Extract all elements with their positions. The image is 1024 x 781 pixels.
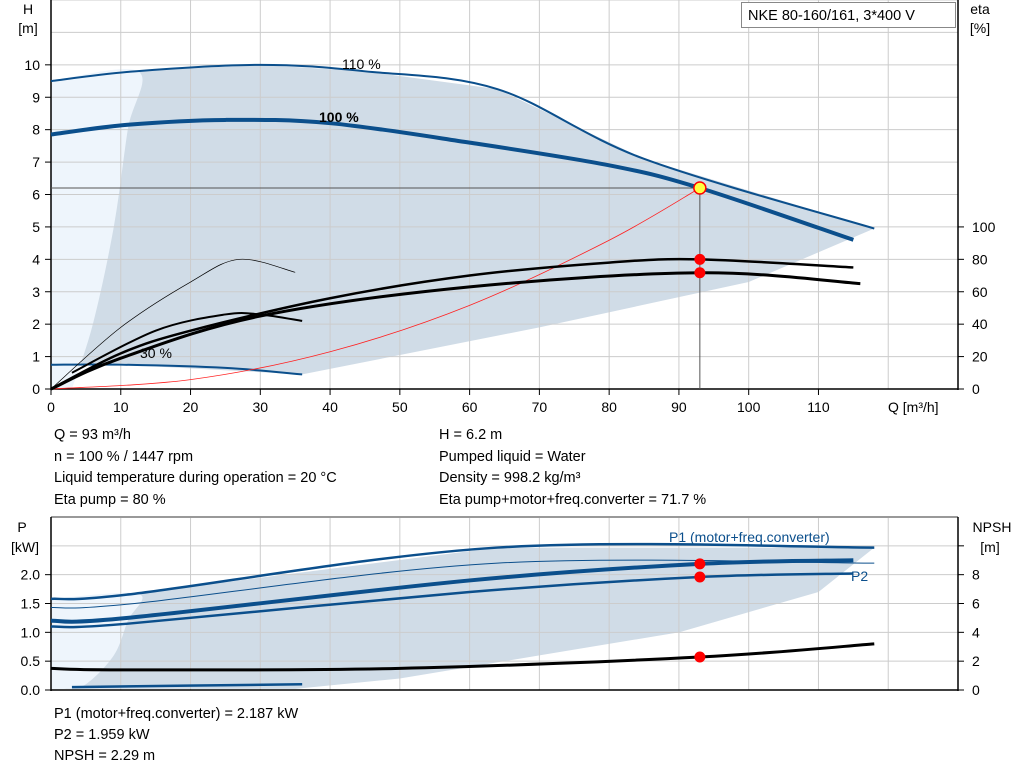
series-label-30: 30 % — [140, 345, 172, 361]
y-tick-label: 0 — [32, 381, 40, 397]
x-tick-label: 40 — [322, 399, 338, 415]
power-series-line-0 — [50, 542, 875, 601]
y-tick-label: 1.0 — [21, 624, 41, 640]
y2-tick-label: 4 — [972, 624, 980, 640]
y2-axis-unit: [m] — [980, 539, 999, 555]
y2-tick-label: 0 — [972, 682, 980, 698]
info-eta-pump: Eta pump = 80 % — [54, 491, 166, 508]
y2-tick-label: 100 — [972, 219, 996, 235]
x-tick-label: 30 — [253, 399, 269, 415]
info-eta-total: Eta pump+motor+freq.converter = 71.7 % — [439, 491, 707, 508]
info-speed: n = 100 % / 1447 rpm — [54, 448, 194, 465]
y-tick-label: 4 — [32, 251, 40, 267]
y2-axis-unit: [%] — [970, 20, 990, 36]
series-line-6 — [50, 258, 296, 390]
y-axis-label: P — [17, 519, 26, 535]
x-tick-label: 100 — [737, 399, 761, 415]
y-tick-label: 2 — [32, 316, 40, 332]
x-tick-label: 60 — [462, 399, 478, 415]
x-tick-label: 70 — [532, 399, 548, 415]
y-axis-unit: [m] — [18, 20, 37, 36]
low-flow-area — [51, 69, 143, 389]
info-p1: P1 (motor+freq.converter) = 2.187 kW — [54, 706, 299, 722]
y-tick-label: 7 — [32, 154, 40, 170]
series-line-7 — [71, 311, 303, 374]
point-eta-total — [694, 267, 706, 279]
y2-axis-label: NPSH — [973, 519, 1012, 535]
power-series-line-5 — [71, 682, 303, 689]
x-tick-label: 50 — [392, 399, 408, 415]
operating-point — [693, 181, 707, 195]
info-p2: P2 = 1.959 kW — [54, 727, 150, 743]
power-series-line-2 — [50, 558, 854, 624]
y2-axis-label: eta — [970, 1, 990, 17]
y2-tick-label: 80 — [972, 251, 988, 267]
x-tick-label: 20 — [183, 399, 199, 415]
x-axis-label: Q [m³/h] — [888, 399, 939, 415]
series-label-p2: P2 — [851, 568, 868, 584]
point-p2 — [694, 571, 706, 583]
y-tick-label: 8 — [32, 122, 40, 138]
power-operating-area — [51, 547, 875, 689]
info-bottom: P1 (motor+freq.converter) = 2.187 kW P2 … — [54, 704, 298, 767]
series-label-110: 110 % — [342, 56, 381, 72]
info-right: H = 6.2 m Pumped liquid = Water Density … — [439, 425, 706, 511]
y2-tick-label: 6 — [972, 596, 980, 612]
y-tick-label: 1.5 — [21, 596, 41, 612]
info-h: H = 6.2 m — [439, 427, 503, 443]
x-tick-label: 90 — [671, 399, 687, 415]
point-eta-pump — [694, 253, 706, 265]
x-tick-label: 110 — [807, 399, 830, 415]
power-series-line-3 — [50, 572, 854, 629]
y-tick-label: 10 — [24, 57, 40, 73]
y-tick-label: 6 — [32, 187, 40, 203]
series-line-5 — [50, 271, 861, 391]
y-tick-label: 3 — [32, 284, 40, 300]
y-tick-label: 5 — [32, 219, 40, 235]
power-series-line-4 — [50, 642, 875, 672]
series-label-p1: P1 (motor+freq.converter) — [669, 529, 830, 545]
y-tick-label: 2.0 — [21, 567, 41, 583]
x-tick-label: 80 — [601, 399, 617, 415]
info-q: Q = 93 m³/h — [54, 427, 131, 443]
y-tick-label: 0.0 — [21, 682, 41, 698]
y2-tick-label: 0 — [972, 381, 980, 397]
y2-tick-label: 40 — [972, 316, 988, 332]
y-tick-label: 9 — [32, 89, 40, 105]
y-axis-unit: [kW] — [11, 539, 39, 555]
series-line-2 — [50, 363, 303, 376]
info-left: Q = 93 m³/h n = 100 % / 1447 rpm Liquid … — [54, 425, 337, 511]
y2-tick-label: 60 — [972, 284, 988, 300]
x-tick-label: 0 — [47, 399, 55, 415]
series-label-100: 100 % — [319, 109, 359, 125]
y2-tick-label: 2 — [972, 653, 980, 669]
info-liquid: Pumped liquid = Water — [439, 448, 586, 465]
y-tick-label: 1 — [32, 349, 40, 365]
info-npsh: NPSH = 2.29 m — [54, 748, 156, 764]
y-axis-label: H — [23, 1, 33, 17]
series-line-3 — [50, 187, 701, 390]
point-p1 — [694, 558, 706, 570]
info-temperature: Liquid temperature during operation = 20… — [54, 470, 337, 486]
y-tick-label: 0.5 — [21, 653, 41, 669]
title-box: NKE 80-160/161, 3*400 V — [741, 2, 956, 28]
y2-tick-label: 20 — [972, 349, 988, 365]
info-density: Density = 998.2 kg/m³ — [439, 470, 581, 486]
point-npsh — [694, 651, 706, 663]
operating-area — [51, 64, 875, 375]
y2-tick-label: 8 — [972, 567, 980, 583]
x-tick-label: 10 — [113, 399, 129, 415]
series-line-0 — [50, 63, 875, 230]
